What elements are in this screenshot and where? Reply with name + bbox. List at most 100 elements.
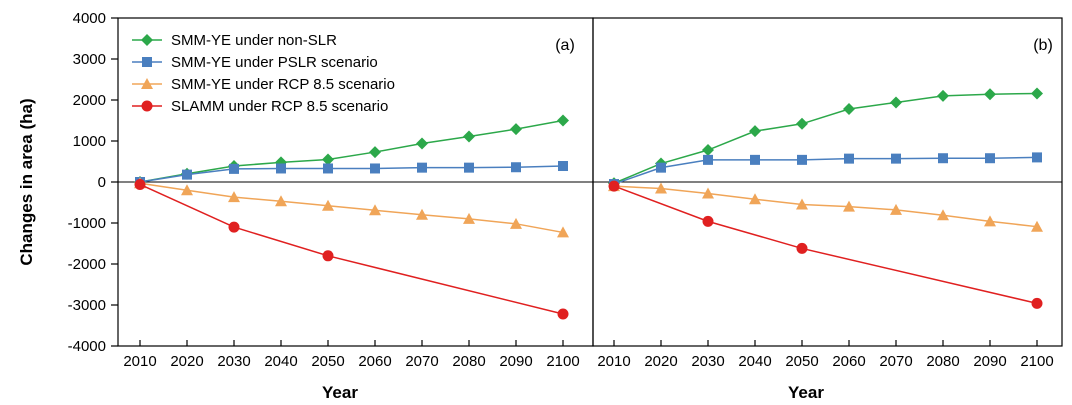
x-tick-label: 2050 (785, 353, 818, 370)
data-point (141, 78, 153, 89)
data-point (702, 144, 714, 157)
x-tick-label: 2100 (546, 353, 579, 370)
data-point (228, 221, 240, 233)
y-tick-label: 0 (98, 174, 106, 191)
data-point (656, 162, 666, 173)
x-tick-label: 2010 (597, 353, 630, 370)
x-axis-title-a: Year (322, 383, 358, 402)
x-tick-label: 2080 (926, 353, 959, 370)
data-point (510, 123, 522, 136)
data-point (655, 182, 667, 194)
x-tick-label: 2020 (170, 353, 203, 370)
data-point (1032, 152, 1042, 163)
x-tick-label: 2020 (644, 353, 677, 370)
data-point (891, 153, 901, 164)
data-point (276, 163, 286, 174)
series-line (613, 156, 1038, 185)
y-tick-label: -1000 (68, 215, 106, 232)
data-point (275, 195, 287, 207)
y-tick-label: -3000 (68, 297, 106, 314)
data-point (558, 161, 568, 172)
data-point (417, 162, 427, 173)
data-point (703, 154, 713, 165)
y-tick-label: 1000 (73, 133, 106, 150)
x-tick-label: 2060 (358, 353, 391, 370)
legend-label: SMM-YE under RCP 8.5 scenario (171, 76, 395, 93)
data-point (322, 199, 334, 211)
data-point (141, 100, 153, 112)
x-tick-label: 2030 (217, 353, 250, 370)
data-point (370, 163, 380, 174)
data-point (181, 184, 193, 196)
x-tick-label: 2040 (264, 353, 297, 370)
x-tick-label: 2070 (405, 353, 438, 370)
series-line (139, 182, 564, 234)
y-tick-label: 2000 (73, 92, 106, 109)
x-tick-label: 2090 (499, 353, 532, 370)
data-point (985, 153, 995, 164)
data-point (228, 191, 240, 203)
x-tick-label: 2080 (452, 353, 485, 370)
data-point (796, 117, 808, 130)
x-axis-title-b: Year (788, 383, 824, 402)
data-point (1031, 220, 1043, 232)
x-tick-label: 2010 (123, 353, 156, 370)
y-tick-label: -4000 (68, 338, 106, 355)
legend-label: SMM-YE under non-SLR (171, 32, 337, 49)
data-point (702, 187, 714, 199)
legend-label: SMM-YE under PSLR scenario (171, 54, 378, 71)
panel-a-series (118, 114, 593, 320)
data-point (229, 163, 239, 174)
data-point (1031, 297, 1043, 309)
data-point (369, 146, 381, 159)
legend-label: SLAMM under RCP 8.5 scenario (171, 98, 388, 115)
data-point (984, 215, 996, 227)
x-axis-ticks-b: 2010 2020 2030 2040 2050 2060 2070 2080 2090 2100 (597, 340, 1054, 370)
x-axis-ticks-a: 2010 2020 2030 2040 2050 2060 2070 2080 2090 2100 (123, 340, 580, 370)
x-tick-label: 2030 (691, 353, 724, 370)
series-line (613, 185, 1038, 228)
legend: SMM-YE under non-SLR SMM-YE under PSLR sc… (132, 32, 395, 115)
data-point (464, 162, 474, 173)
data-point (796, 242, 808, 254)
data-point (702, 215, 714, 227)
x-tick-label: 2100 (1020, 353, 1053, 370)
x-tick-label: 2070 (879, 353, 912, 370)
data-point (416, 137, 428, 150)
y-axis-title: Changes in area (ha) (17, 98, 36, 265)
series-line (139, 119, 564, 183)
data-point (843, 200, 855, 212)
data-point (843, 103, 855, 116)
data-point (511, 162, 521, 173)
data-point (749, 193, 761, 205)
x-tick-label: 2040 (738, 353, 771, 370)
x-tick-label: 2060 (832, 353, 865, 370)
data-point (322, 250, 334, 262)
data-point (844, 153, 854, 164)
series-line (613, 92, 1038, 184)
data-point (749, 125, 761, 138)
data-point (557, 114, 569, 127)
data-point (937, 209, 949, 221)
data-point (890, 96, 902, 109)
series-line (139, 165, 564, 183)
panel-b-series (593, 87, 1062, 309)
data-point (796, 198, 808, 210)
data-point (938, 153, 948, 164)
data-point (463, 212, 475, 224)
data-point (797, 154, 807, 165)
series-line (613, 185, 1038, 305)
y-tick-label: 3000 (73, 51, 106, 68)
data-point (750, 154, 760, 165)
data-point (557, 226, 569, 238)
data-point (890, 203, 902, 215)
y-tick-label: 4000 (73, 10, 106, 27)
data-point (463, 130, 475, 143)
x-tick-label: 2050 (311, 353, 344, 370)
y-axis-ticks: 4000 3000 2000 1000 0 -1000 -2000 -3000 -4000 (68, 10, 118, 355)
data-point (323, 163, 333, 174)
data-point (322, 153, 334, 166)
data-point (608, 180, 620, 192)
panel-a-label: (a) (555, 37, 575, 54)
